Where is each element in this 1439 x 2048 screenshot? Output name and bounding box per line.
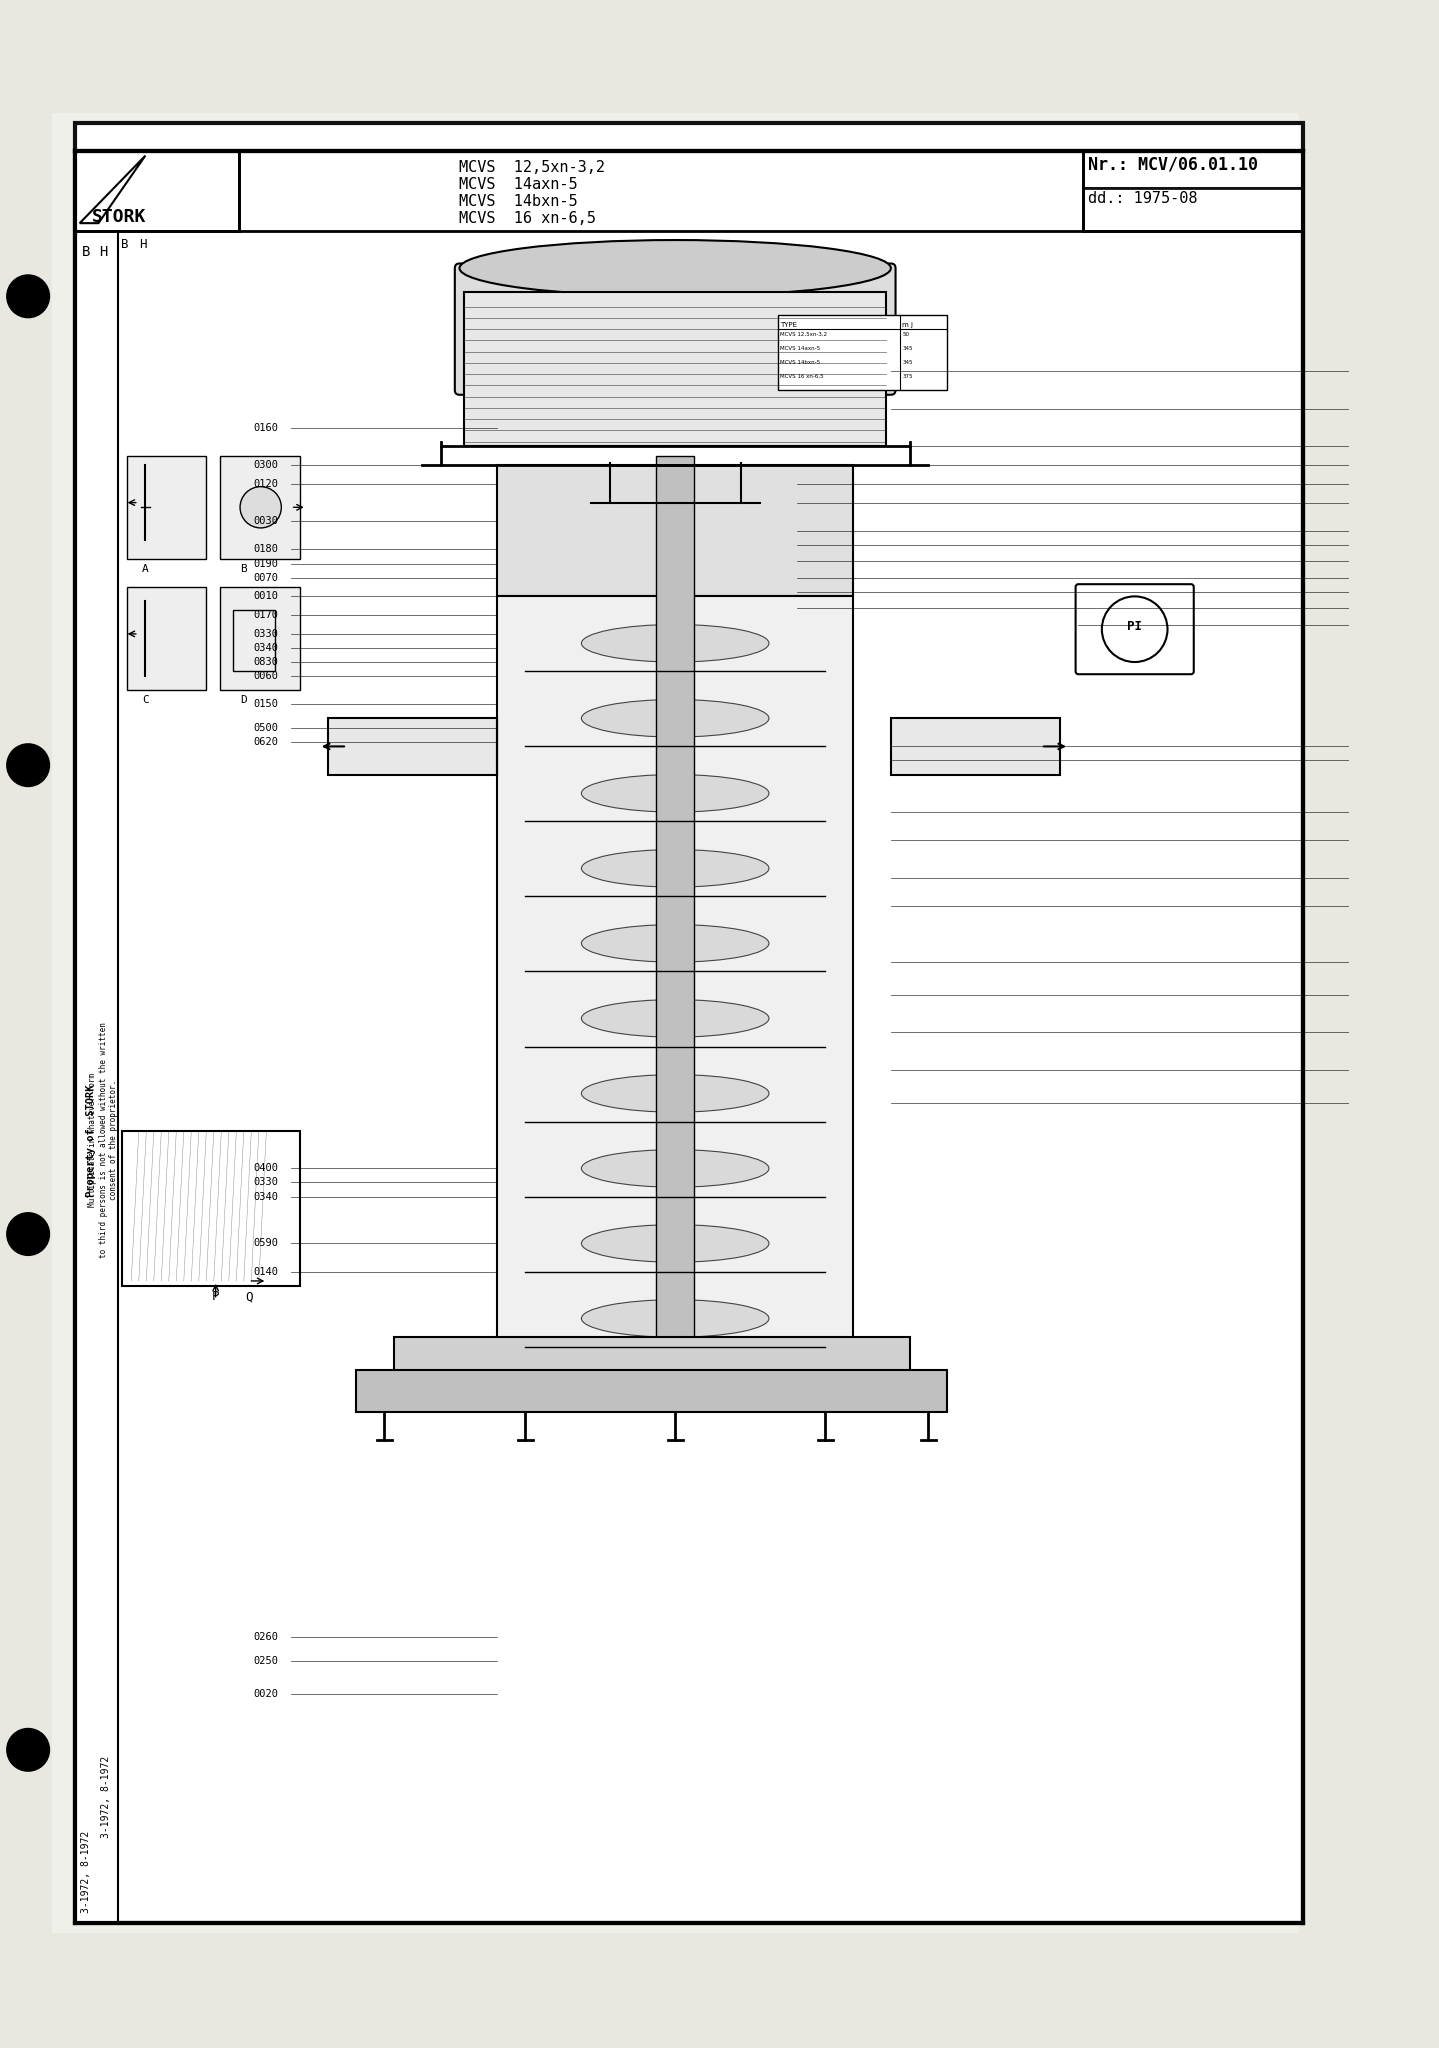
- Text: MCVS  16 xn-6,5: MCVS 16 xn-6,5: [459, 211, 596, 225]
- Text: Nr.: MCV/06.01.10: Nr.: MCV/06.01.10: [1088, 156, 1258, 174]
- Text: 0250: 0250: [253, 1655, 278, 1665]
- Text: 0340: 0340: [253, 643, 278, 653]
- Text: 0060: 0060: [253, 672, 278, 682]
- Text: 375: 375: [902, 375, 912, 379]
- Ellipse shape: [581, 1075, 768, 1112]
- Bar: [220, 457, 301, 559]
- Bar: [465, 291, 886, 446]
- Text: Property of  STORK: Property of STORK: [86, 1083, 96, 1196]
- Text: TYPE: TYPE: [780, 322, 797, 328]
- Bar: [127, 457, 206, 559]
- Bar: [357, 1370, 947, 1413]
- Text: PI: PI: [1127, 621, 1143, 633]
- Text: B: B: [82, 244, 91, 258]
- Ellipse shape: [581, 774, 768, 813]
- Text: 0340: 0340: [253, 1192, 278, 1202]
- Text: 0830: 0830: [253, 657, 278, 668]
- Bar: [1084, 188, 1304, 231]
- Text: MCVS  12,5xn-3,2: MCVS 12,5xn-3,2: [459, 160, 606, 176]
- Text: MCVS 14bxn-5: MCVS 14bxn-5: [780, 360, 820, 365]
- Circle shape: [7, 1729, 49, 1769]
- Text: 0300: 0300: [253, 461, 278, 471]
- Text: 0500: 0500: [253, 723, 278, 733]
- Ellipse shape: [581, 850, 768, 887]
- Text: 3-1972, 8-1972: 3-1972, 8-1972: [101, 1755, 111, 1837]
- Text: 0160: 0160: [253, 422, 278, 432]
- Text: MCVS 12,5xn-3,2: MCVS 12,5xn-3,2: [780, 332, 827, 338]
- Text: 0140: 0140: [253, 1266, 278, 1276]
- Text: 3-1972, 8-1972: 3-1972, 8-1972: [81, 1831, 91, 1913]
- Bar: [220, 588, 301, 690]
- Text: 0260: 0260: [253, 1632, 278, 1642]
- Text: P: P: [212, 1290, 219, 1303]
- Text: 0330: 0330: [253, 629, 278, 639]
- Ellipse shape: [581, 1300, 768, 1337]
- Ellipse shape: [581, 1149, 768, 1188]
- Text: H: H: [99, 244, 108, 258]
- Bar: [122, 1130, 301, 1286]
- Bar: [233, 610, 275, 672]
- FancyBboxPatch shape: [455, 264, 895, 395]
- FancyBboxPatch shape: [1075, 584, 1194, 674]
- Text: B: B: [240, 563, 248, 573]
- Text: A: A: [142, 563, 148, 573]
- Circle shape: [240, 487, 282, 528]
- Text: MCVS  14axn-5: MCVS 14axn-5: [459, 178, 578, 193]
- Text: 0620: 0620: [253, 737, 278, 748]
- Text: dd.: 1975-08: dd.: 1975-08: [1088, 190, 1197, 207]
- Text: MCVS 16 xn-6,5: MCVS 16 xn-6,5: [780, 375, 825, 379]
- Bar: [75, 152, 239, 231]
- Text: 345: 345: [902, 346, 912, 350]
- Text: 0180: 0180: [253, 545, 278, 555]
- Circle shape: [7, 745, 49, 786]
- Text: 0150: 0150: [253, 698, 278, 709]
- Text: 0400: 0400: [253, 1163, 278, 1174]
- Bar: [394, 1337, 909, 1374]
- Text: B: B: [121, 238, 128, 252]
- Bar: [75, 236, 117, 1923]
- Text: 345: 345: [902, 360, 912, 365]
- Text: C: C: [142, 694, 148, 705]
- Bar: [328, 719, 496, 774]
- Text: 0330: 0330: [253, 1178, 278, 1188]
- Text: 0120: 0120: [253, 479, 278, 489]
- Text: 0070: 0070: [253, 573, 278, 582]
- Text: 50: 50: [902, 332, 909, 338]
- Text: Multiplicate in whatever form
to third persons is not allowed without the writte: Multiplicate in whatever form to third p…: [88, 1022, 118, 1257]
- Circle shape: [7, 276, 49, 317]
- Bar: [1084, 152, 1304, 188]
- Ellipse shape: [581, 625, 768, 662]
- Text: D: D: [240, 694, 248, 705]
- Text: MCVS  14bxn-5: MCVS 14bxn-5: [459, 195, 578, 209]
- Bar: [656, 457, 694, 1393]
- Bar: [891, 719, 1059, 774]
- Text: 0190: 0190: [253, 559, 278, 569]
- Ellipse shape: [581, 1225, 768, 1262]
- Text: MCVS 14axn-5: MCVS 14axn-5: [780, 346, 820, 350]
- Text: Q: Q: [245, 1290, 252, 1303]
- Text: 0020: 0020: [253, 1688, 278, 1698]
- Text: m j: m j: [902, 322, 914, 328]
- Text: 0170: 0170: [253, 610, 278, 621]
- Circle shape: [7, 1212, 49, 1255]
- Bar: [496, 465, 853, 596]
- Text: 0010: 0010: [253, 592, 278, 602]
- Circle shape: [1102, 596, 1167, 662]
- Bar: [496, 596, 853, 1348]
- Bar: [778, 315, 947, 389]
- Ellipse shape: [459, 240, 891, 297]
- Ellipse shape: [581, 924, 768, 963]
- Text: STORK: STORK: [92, 209, 147, 225]
- Text: 0030: 0030: [253, 516, 278, 526]
- Text: H: H: [138, 238, 147, 252]
- Text: 0590: 0590: [253, 1239, 278, 1249]
- Ellipse shape: [581, 700, 768, 737]
- Bar: [127, 588, 206, 690]
- Ellipse shape: [581, 999, 768, 1036]
